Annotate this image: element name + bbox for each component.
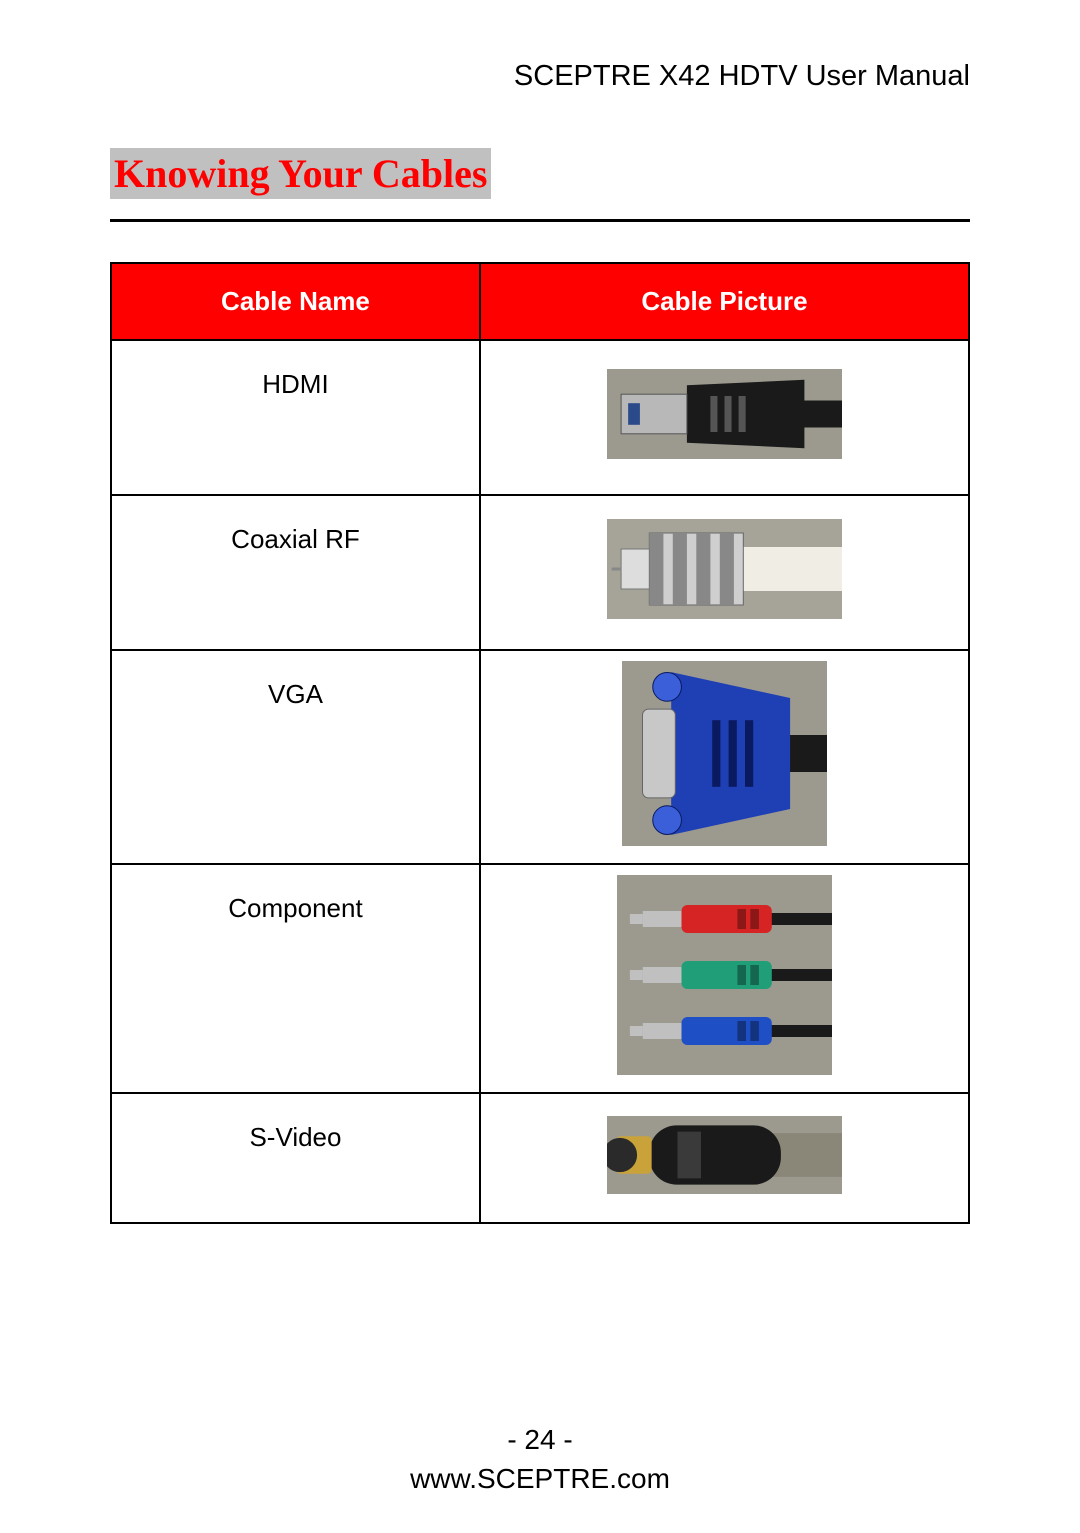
svideo-cable-icon xyxy=(607,1116,842,1194)
section-divider xyxy=(110,219,970,222)
cable-picture-cell xyxy=(480,864,969,1093)
table-row: HDMI xyxy=(111,340,969,495)
vga-cable-icon xyxy=(622,661,827,846)
cable-name-cell: VGA xyxy=(111,650,480,864)
cable-picture-cell xyxy=(480,1093,969,1223)
cable-picture-cell xyxy=(480,495,969,650)
cable-picture-cell xyxy=(480,340,969,495)
col-header-picture: Cable Picture xyxy=(480,263,969,340)
table-row: S-Video xyxy=(111,1093,969,1223)
component-cable-icon xyxy=(617,875,832,1075)
cable-table: Cable Name Cable Picture HDMI Coaxial RF… xyxy=(110,262,970,1224)
section-title: Knowing Your Cables xyxy=(110,148,491,199)
page-footer: - 24 - www.SCEPTRE.com xyxy=(0,1420,1080,1498)
cable-name-cell: Component xyxy=(111,864,480,1093)
cable-name: S-Video xyxy=(249,1122,341,1152)
cable-name: VGA xyxy=(268,679,323,709)
cable-name-cell: S-Video xyxy=(111,1093,480,1223)
cable-name-cell: HDMI xyxy=(111,340,480,495)
table-row: Component xyxy=(111,864,969,1093)
page-header-title: SCEPTRE X42 HDTV User Manual xyxy=(110,60,970,93)
footer-url: www.SCEPTRE.com xyxy=(0,1459,1080,1498)
col-header-name: Cable Name xyxy=(111,263,480,340)
table-row: VGA xyxy=(111,650,969,864)
page-number: - 24 - xyxy=(0,1420,1080,1459)
cable-name: Coaxial RF xyxy=(231,524,360,554)
hdmi-cable-icon xyxy=(607,369,842,459)
cable-picture-cell xyxy=(480,650,969,864)
table-row: Coaxial RF xyxy=(111,495,969,650)
cable-name: HDMI xyxy=(262,369,328,399)
cable-name: Component xyxy=(228,893,362,923)
table-header-row: Cable Name Cable Picture xyxy=(111,263,969,340)
coax-cable-icon xyxy=(607,519,842,619)
cable-name-cell: Coaxial RF xyxy=(111,495,480,650)
